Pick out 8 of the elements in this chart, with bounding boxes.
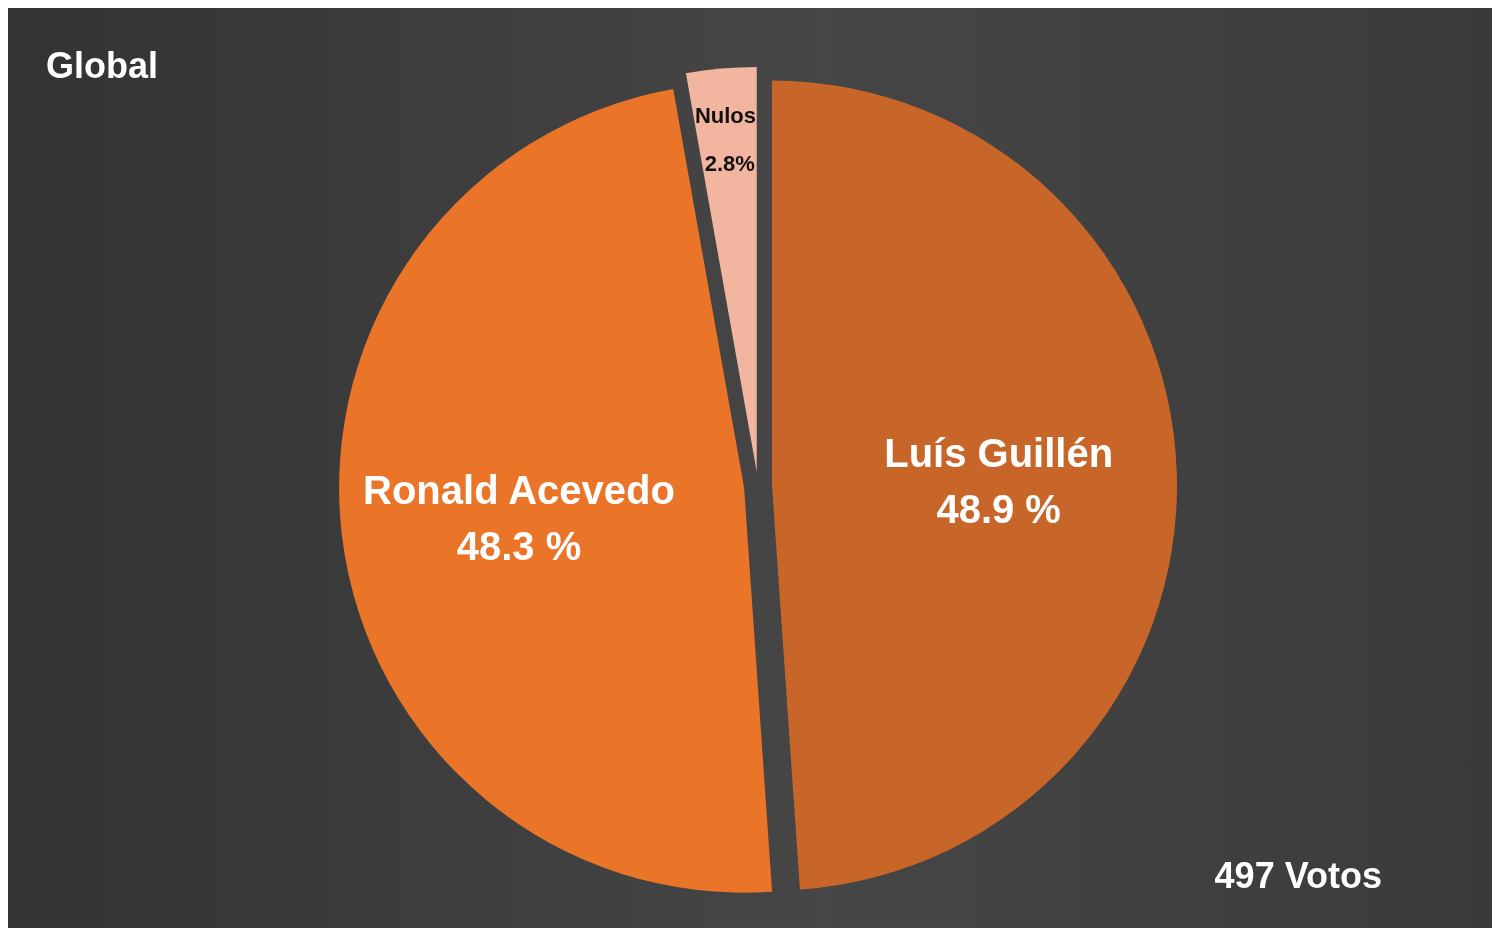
- slice-label: Ronald Acevedo: [363, 467, 675, 512]
- slice-label: Nulos: [694, 102, 757, 128]
- slice-label: Luís Guillén: [884, 430, 1114, 475]
- chart-title: Global: [46, 45, 159, 86]
- data-label: 2.8%: [704, 151, 755, 177]
- text: 497 Votos: [1214, 855, 1382, 896]
- data-label: 48.9 %: [936, 486, 1061, 531]
- data-label: 48.3 %: [456, 523, 582, 568]
